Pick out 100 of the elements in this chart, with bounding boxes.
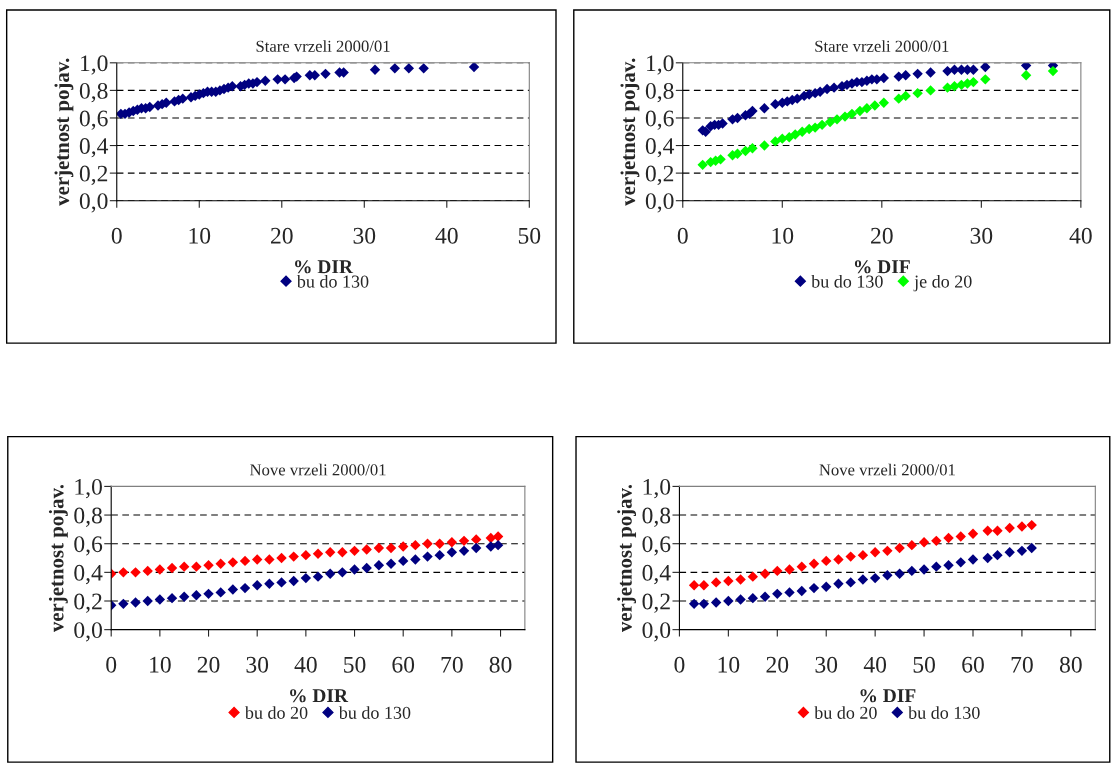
- point: [893, 71, 904, 82]
- point: [747, 143, 758, 154]
- point: [878, 72, 889, 84]
- x-tick-label: 30: [970, 227, 993, 244]
- point: [369, 64, 381, 75]
- point: [770, 136, 781, 147]
- point: [816, 119, 828, 131]
- point: [446, 547, 458, 558]
- legend-label: bu do 130: [811, 274, 883, 288]
- x-tick-label: 50: [913, 656, 935, 673]
- x-tick-label: 40: [863, 656, 887, 673]
- point: [893, 93, 904, 104]
- point: [894, 568, 905, 579]
- point: [772, 565, 783, 577]
- y-tick-label: 1,0: [647, 55, 674, 75]
- point: [398, 541, 409, 552]
- point: [485, 532, 496, 544]
- x-tick-label: 30: [353, 227, 376, 244]
- point: [943, 560, 954, 571]
- x-tick-label: 80: [489, 656, 512, 673]
- point: [869, 100, 881, 111]
- point: [203, 588, 214, 600]
- y-tick-label: 0,2: [642, 593, 670, 613]
- point: [154, 594, 166, 605]
- point: [349, 545, 360, 557]
- point: [918, 537, 930, 548]
- point: [710, 577, 722, 588]
- y-tick-label: 0,4: [74, 564, 103, 585]
- point: [410, 554, 421, 565]
- point: [389, 63, 401, 74]
- x-tick-label: 0: [677, 227, 688, 244]
- y-tick-label: 0,8: [74, 507, 102, 527]
- y-tick-label: 0,2: [74, 593, 102, 613]
- x-tick-label: 40: [294, 656, 317, 673]
- point: [797, 126, 808, 137]
- x-tick-label: 60: [962, 656, 984, 673]
- legend-label: bu do 130: [338, 706, 411, 719]
- x-tick-label: 0: [106, 656, 117, 673]
- y-tick-label: 0,6: [74, 536, 103, 556]
- point: [846, 108, 858, 120]
- point: [845, 551, 856, 562]
- point: [845, 577, 856, 588]
- point: [325, 568, 336, 579]
- y-tick-label: 0,4: [79, 138, 109, 158]
- point: [320, 68, 331, 80]
- point: [337, 547, 348, 558]
- point: [361, 562, 372, 574]
- point: [882, 545, 893, 557]
- point: [747, 571, 759, 582]
- chart-title: Nove vrzeli 2000/01: [819, 463, 955, 476]
- point: [385, 542, 397, 554]
- point: [900, 70, 911, 81]
- x-tick-label: 70: [1011, 656, 1033, 673]
- point: [833, 578, 844, 590]
- point: [759, 140, 770, 151]
- point: [824, 116, 836, 128]
- point: [833, 554, 844, 565]
- legend-label: bu do 130: [908, 706, 980, 719]
- point: [882, 570, 893, 581]
- point: [403, 63, 415, 74]
- chart-title: Stare vrzeli 2000/01: [256, 40, 390, 52]
- y-tick-label: 0,4: [645, 138, 675, 158]
- point: [980, 74, 991, 85]
- y-tick-label: 0,0: [642, 622, 671, 642]
- point: [179, 561, 190, 572]
- x-tick-label: 30: [246, 656, 269, 673]
- point: [398, 555, 409, 567]
- x-tick-label: 40: [1069, 227, 1092, 244]
- point: [239, 555, 251, 567]
- x-tick-label: 10: [772, 227, 794, 244]
- point: [808, 558, 820, 569]
- point: [861, 103, 873, 114]
- y-tick-label: 0,4: [642, 564, 671, 585]
- point: [992, 525, 1003, 537]
- point: [422, 538, 433, 549]
- legend-label: bu do 20: [244, 706, 308, 719]
- point: [982, 552, 993, 564]
- point: [458, 535, 470, 547]
- point: [312, 571, 324, 582]
- point: [723, 575, 734, 587]
- point: [1026, 519, 1037, 531]
- point: [967, 554, 979, 565]
- point: [227, 584, 239, 595]
- y-tick-label: 1,0: [643, 478, 671, 499]
- point: [688, 580, 700, 591]
- point: [337, 567, 348, 578]
- point: [854, 105, 866, 117]
- point: [943, 532, 954, 544]
- y-axis-title: verjetnost pojav.: [620, 58, 640, 206]
- point: [446, 537, 458, 548]
- point: [215, 558, 226, 569]
- legend-label: bu do 20: [814, 706, 877, 719]
- point: [747, 592, 759, 604]
- point: [980, 62, 991, 73]
- point: [276, 577, 287, 588]
- point: [906, 565, 918, 577]
- point: [918, 564, 930, 575]
- x-tick-label: 0: [674, 656, 685, 673]
- y-tick-label: 0,0: [74, 622, 102, 642]
- x-axis-title: % DIF: [860, 689, 916, 703]
